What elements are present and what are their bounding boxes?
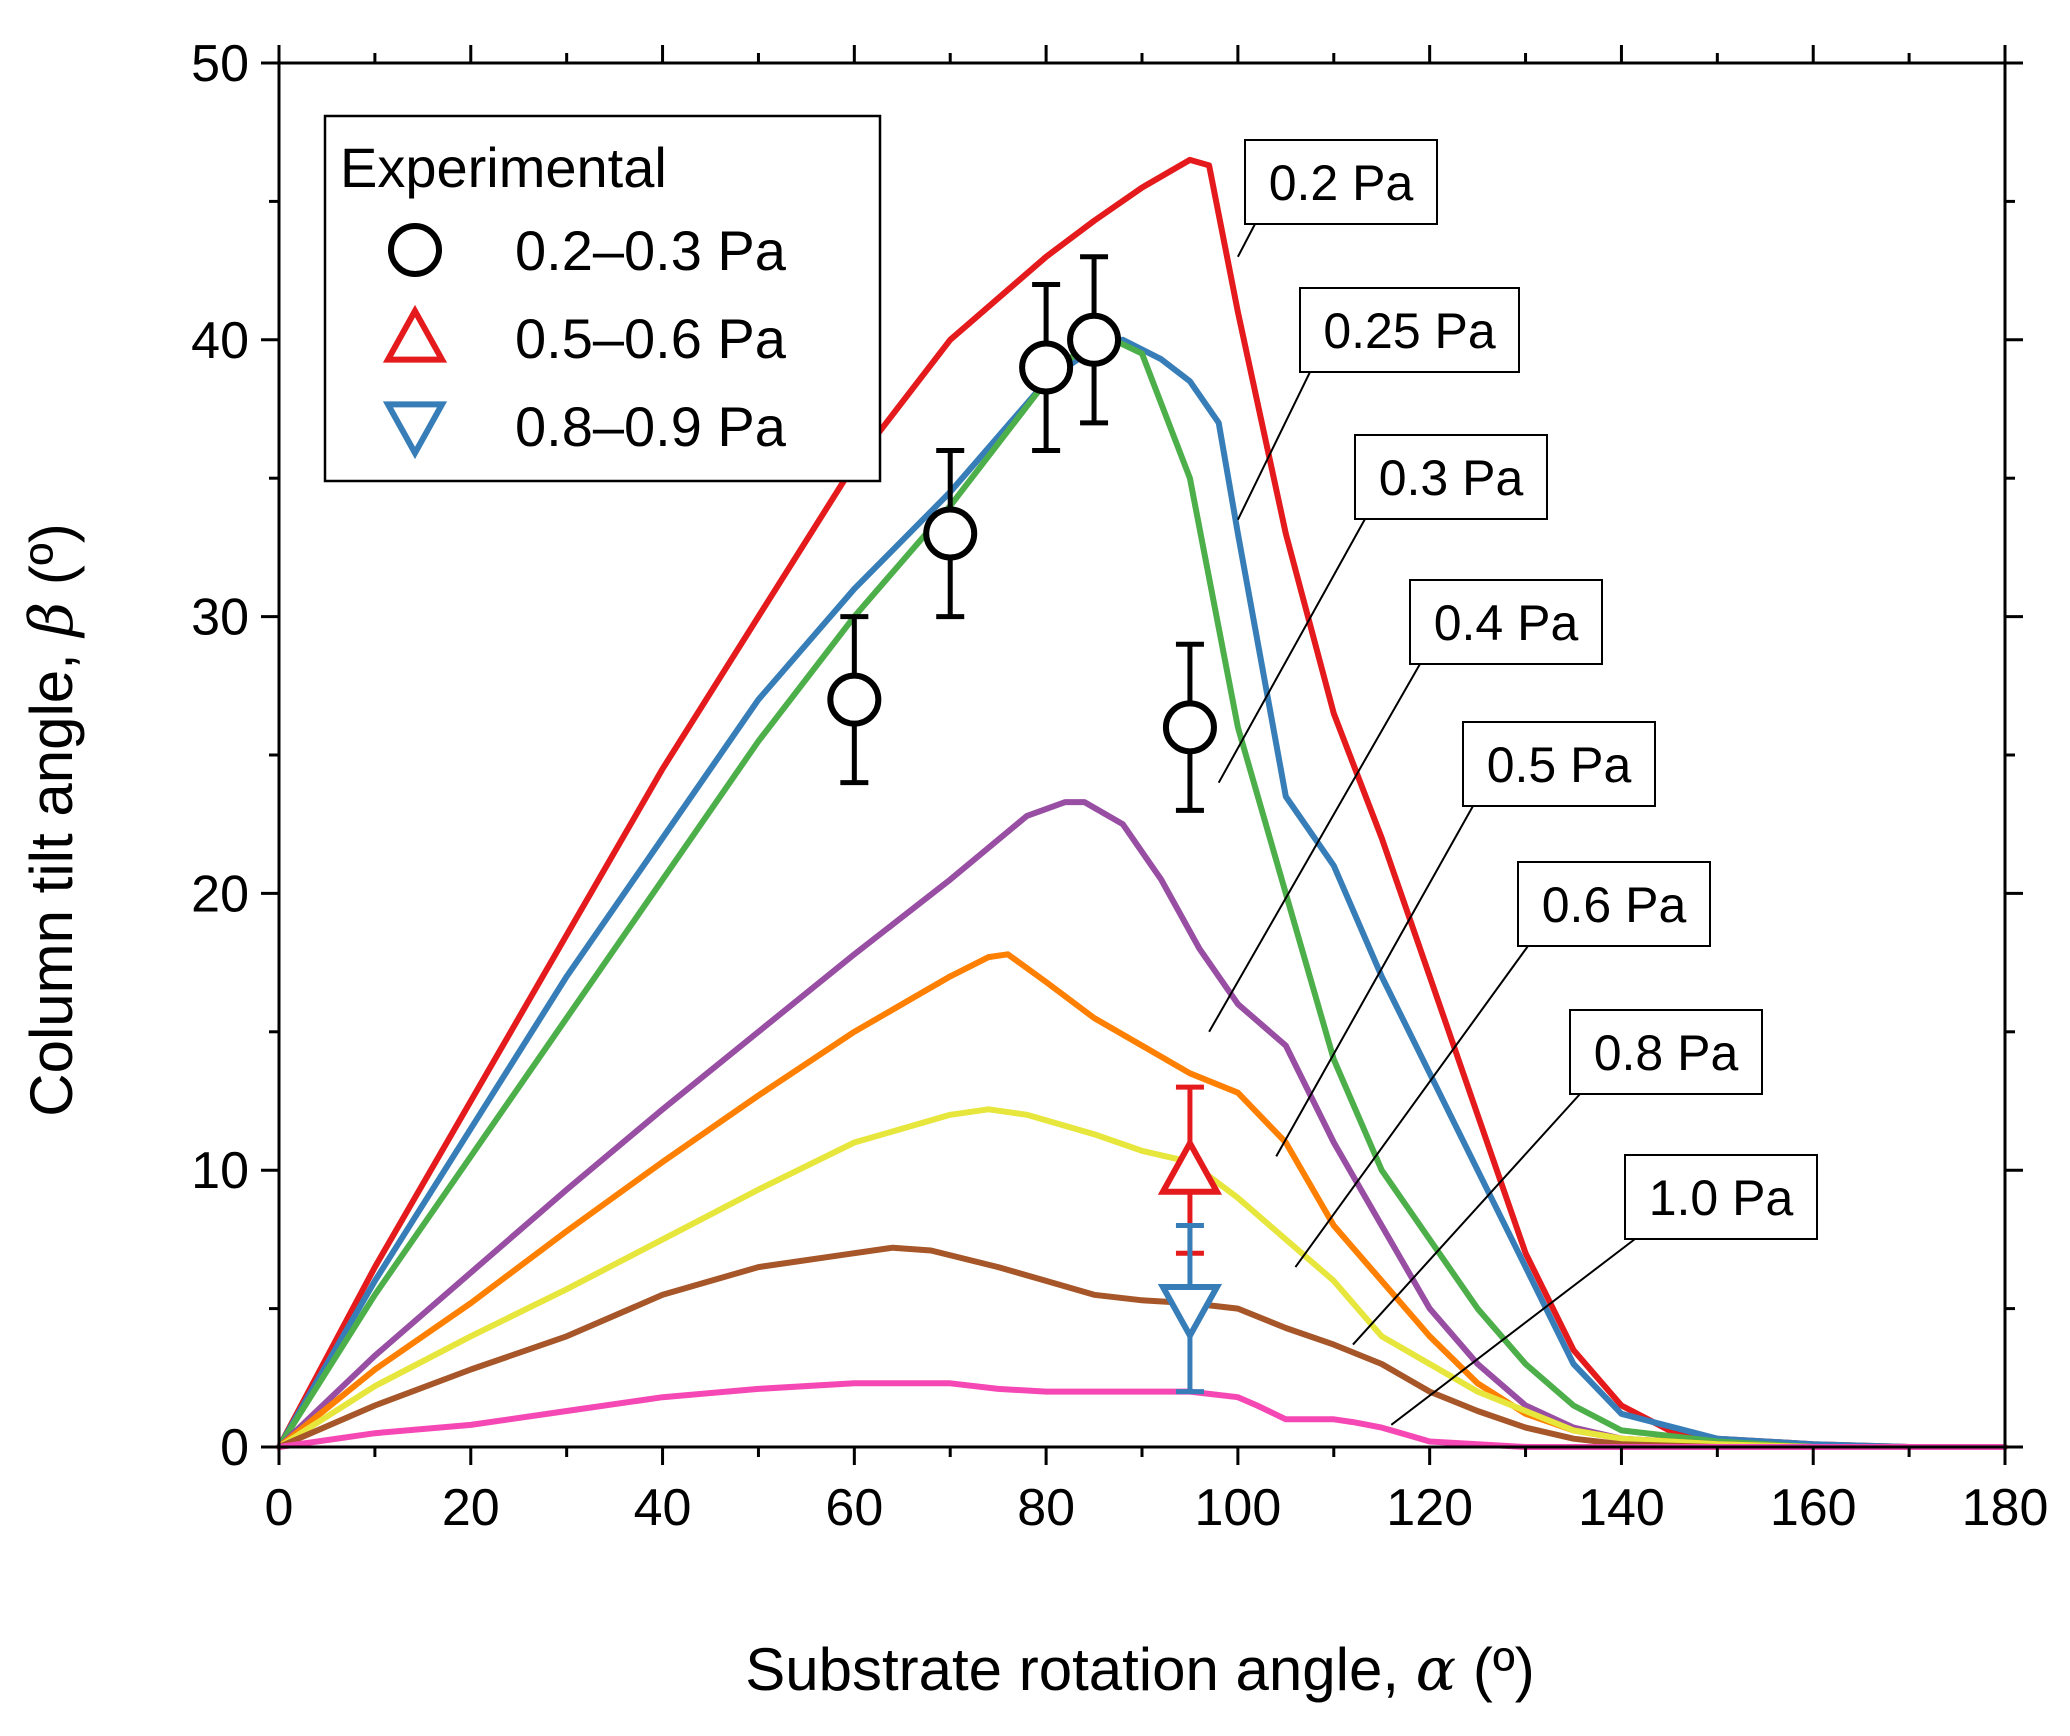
callout-label: 0.2 Pa: [1269, 155, 1414, 211]
x-tick-label: 120: [1386, 1479, 1473, 1537]
x-tick-label: 160: [1770, 1479, 1857, 1537]
data-point-0-2-0-3-pa: [827, 672, 882, 727]
y-axis-title: Column tilt angle, β (º): [17, 523, 87, 1116]
callout-leader: [1208, 663, 1421, 1033]
model-curves: [276, 156, 2008, 1450]
callout-label: 0.25 Pa: [1323, 303, 1496, 359]
legend-title: Experimental: [340, 136, 667, 199]
y-tick-label: 10: [191, 1142, 249, 1200]
x-axis-title: Substrate rotation angle, α (º): [745, 1635, 1535, 1705]
legend-marker-0-2-0-3-pa: [388, 223, 442, 277]
x-tick-label: 0: [265, 1479, 294, 1537]
callout-box: [1517, 861, 1711, 947]
legend-label: 0.2–0.3 Pa: [515, 219, 787, 282]
data-point-0-8-0-9-pa: [1157, 1284, 1223, 1342]
x-tick-label: 20: [442, 1479, 500, 1537]
callout-leader: [1294, 945, 1529, 1268]
callout-label: 0.5 Pa: [1487, 737, 1632, 793]
callout-label: 0.3 Pa: [1379, 450, 1524, 506]
legend-items: 0.2–0.3 Pa 0.5–0.6 Pa 0.8–0.9 Pa: [382, 219, 787, 460]
legend-marker-0-5-0-6-pa: [382, 304, 448, 363]
callout-leader: [1390, 1238, 1636, 1426]
callout-leader: [1237, 223, 1256, 258]
legend-label: 0.5–0.6 Pa: [515, 307, 787, 370]
legend: Experimental 0.2–0.3 Pa 0.5–0.6 Pa 0.8–0.9…: [323, 114, 882, 483]
legend-marker-0-8-0-9-pa: [382, 401, 448, 460]
legend-label: 0.8–0.9 Pa: [515, 395, 787, 458]
series-line-0-6-pa: [276, 1106, 2008, 1450]
curve-callouts: 0.2 Pa 0.25 Pa 0.3 Pa 0.4 Pa 0.5 Pa 0.6 Pa 0.8…: [1208, 139, 1818, 1426]
series-line-0-25-pa: [276, 336, 2008, 1450]
callout-leader: [1352, 1093, 1581, 1346]
data-point-0-2-0-3-pa: [1019, 340, 1074, 395]
x-tick-label: 60: [825, 1479, 883, 1537]
data-point-0-2-0-3-pa: [1067, 312, 1122, 367]
y-tick-label: 0: [220, 1419, 249, 1477]
callout-label: 1.0 Pa: [1649, 1170, 1794, 1226]
callout-label: 0.8 Pa: [1594, 1025, 1739, 1081]
series-line-0-3-pa: [276, 336, 2008, 1450]
y-tick-label: 50: [191, 35, 249, 93]
callout-leader: [1275, 805, 1474, 1157]
callout-label: 0.4 Pa: [1434, 595, 1579, 651]
callout-box: [1299, 287, 1520, 373]
experimental-errorbars: [840, 254, 1204, 1395]
callout-leader: [1236, 371, 1311, 521]
y-tick-label: 30: [191, 589, 249, 647]
x-tick-label: 140: [1578, 1479, 1665, 1537]
x-tick-label: 40: [634, 1479, 692, 1537]
experimental-markers: [827, 312, 1223, 1342]
data-point-0-5-0-6-pa: [1157, 1137, 1223, 1195]
x-tick-label: 100: [1195, 1479, 1282, 1537]
callout-box: [1409, 579, 1603, 665]
callout-box: [1244, 139, 1438, 225]
callout-box: [1569, 1009, 1763, 1095]
ticks: 0 20 40 60 80 100 120 140 160 180 0 10 20 30 40 50: [191, 35, 2048, 1537]
data-point-0-2-0-3-pa: [923, 506, 978, 561]
callout-box: [1624, 1154, 1818, 1240]
x-tick-label: 180: [1962, 1479, 2049, 1537]
series-line-0-4-pa: [276, 799, 2008, 1450]
data-point-0-2-0-3-pa: [1162, 700, 1217, 755]
y-tick-label: 20: [191, 865, 249, 923]
callout-box: [1462, 721, 1656, 807]
callout-box: [1354, 434, 1548, 520]
callout-leader: [1217, 518, 1366, 784]
callout-label: 0.6 Pa: [1542, 877, 1687, 933]
y-tick-label: 40: [191, 312, 249, 370]
x-tick-label: 80: [1017, 1479, 1075, 1537]
